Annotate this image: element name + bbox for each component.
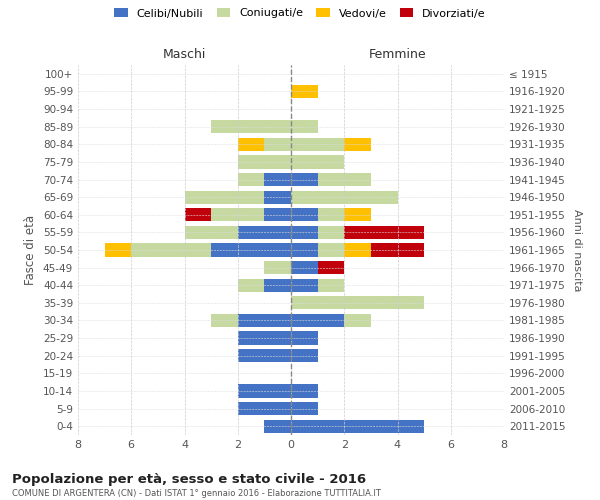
Bar bbox=[238, 314, 291, 327]
Legend: Celibi/Nubili, Coniugati/e, Vedovi/e, Divorziati/e: Celibi/Nubili, Coniugati/e, Vedovi/e, Di… bbox=[115, 8, 485, 18]
Bar bbox=[265, 138, 291, 151]
Bar bbox=[344, 208, 371, 222]
Bar bbox=[238, 226, 291, 239]
Bar bbox=[344, 138, 371, 151]
Bar bbox=[291, 349, 317, 362]
Bar bbox=[291, 261, 317, 274]
Bar bbox=[238, 156, 291, 168]
Bar bbox=[185, 226, 238, 239]
Bar bbox=[185, 208, 211, 222]
Text: Popolazione per età, sesso e stato civile - 2016: Popolazione per età, sesso e stato civil… bbox=[12, 472, 366, 486]
Text: COMUNE DI ARGENTERA (CN) - Dati ISTAT 1° gennaio 2016 - Elaborazione TUTTITALIA.: COMUNE DI ARGENTERA (CN) - Dati ISTAT 1°… bbox=[12, 489, 381, 498]
Bar bbox=[317, 226, 344, 239]
Y-axis label: Fasce di età: Fasce di età bbox=[25, 215, 37, 285]
Bar bbox=[291, 314, 344, 327]
Bar bbox=[291, 402, 317, 415]
Y-axis label: Anni di nascita: Anni di nascita bbox=[572, 209, 582, 291]
Bar bbox=[317, 208, 344, 222]
Bar bbox=[238, 402, 291, 415]
Bar bbox=[291, 190, 398, 204]
Bar bbox=[238, 349, 291, 362]
Bar bbox=[291, 278, 317, 292]
Bar bbox=[211, 314, 238, 327]
Bar bbox=[344, 226, 424, 239]
Bar bbox=[238, 173, 265, 186]
Bar bbox=[291, 332, 317, 344]
Bar bbox=[291, 226, 317, 239]
Bar bbox=[265, 173, 291, 186]
Bar bbox=[211, 120, 291, 134]
Text: Femmine: Femmine bbox=[368, 48, 427, 62]
Bar bbox=[238, 138, 265, 151]
Bar bbox=[291, 208, 317, 222]
Bar bbox=[265, 278, 291, 292]
Bar bbox=[291, 244, 317, 256]
Bar bbox=[211, 244, 291, 256]
Bar bbox=[291, 173, 317, 186]
Bar bbox=[317, 261, 344, 274]
Bar bbox=[265, 208, 291, 222]
Bar bbox=[317, 278, 344, 292]
Bar bbox=[185, 190, 265, 204]
Bar bbox=[291, 85, 317, 98]
Bar bbox=[238, 332, 291, 344]
Bar bbox=[317, 244, 344, 256]
Bar bbox=[291, 156, 344, 168]
Bar bbox=[291, 138, 344, 151]
Bar bbox=[371, 244, 424, 256]
Bar bbox=[265, 420, 291, 433]
Bar bbox=[238, 384, 291, 398]
Bar bbox=[131, 244, 211, 256]
Bar bbox=[344, 244, 371, 256]
Bar bbox=[317, 173, 371, 186]
Bar bbox=[291, 384, 317, 398]
Bar bbox=[291, 296, 424, 310]
Bar bbox=[291, 120, 317, 134]
Text: Maschi: Maschi bbox=[163, 48, 206, 62]
Bar bbox=[238, 278, 265, 292]
Bar bbox=[265, 261, 291, 274]
Bar bbox=[104, 244, 131, 256]
Bar bbox=[291, 420, 424, 433]
Bar bbox=[211, 208, 265, 222]
Bar bbox=[265, 190, 291, 204]
Bar bbox=[344, 314, 371, 327]
